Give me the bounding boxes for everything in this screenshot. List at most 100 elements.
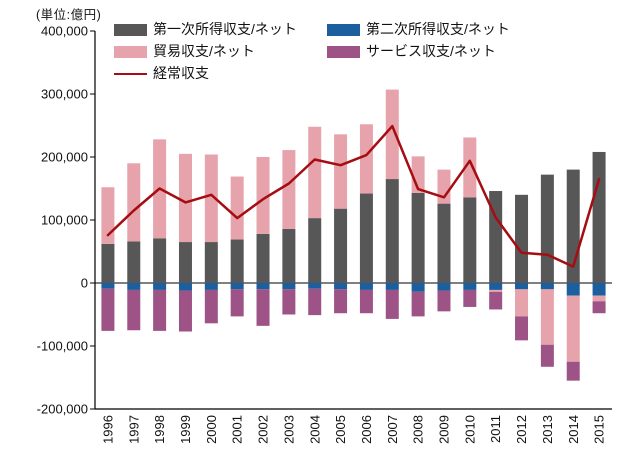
bar-segment bbox=[411, 283, 425, 292]
bar-segment bbox=[515, 194, 529, 283]
bar-segment bbox=[204, 289, 218, 324]
bar-segment bbox=[204, 283, 218, 290]
bar-segment bbox=[566, 361, 580, 381]
bar-segment bbox=[230, 239, 244, 283]
x-axis-year-label: 2002 bbox=[256, 415, 271, 444]
bar-segment bbox=[463, 197, 477, 283]
x-axis-year-label: 1999 bbox=[178, 415, 193, 444]
y-axis-tick-label: 300,000 bbox=[41, 87, 88, 102]
bar-segment bbox=[463, 137, 477, 198]
bar-segment bbox=[385, 89, 399, 180]
bar-segment bbox=[515, 283, 529, 290]
bar-segment bbox=[540, 174, 554, 283]
bar-segment bbox=[515, 289, 529, 317]
bar-segment bbox=[566, 283, 580, 296]
bar-segment bbox=[204, 242, 218, 283]
x-axis-year-label: 2007 bbox=[385, 415, 400, 444]
bar-segment bbox=[308, 288, 322, 316]
bar-segment bbox=[359, 124, 373, 194]
bar-segment bbox=[308, 283, 322, 289]
bar-segment bbox=[282, 150, 296, 229]
legend-line-swatch bbox=[114, 72, 147, 75]
bar-segment bbox=[592, 301, 606, 314]
bar-segment bbox=[411, 291, 425, 317]
y-axis-tick-label: -100,000 bbox=[37, 339, 88, 354]
x-axis-year-label: 2010 bbox=[462, 415, 477, 444]
bar-segment bbox=[437, 290, 451, 312]
bar-segment bbox=[230, 283, 244, 290]
bar-segment bbox=[153, 238, 167, 283]
legend-box-swatch bbox=[114, 45, 147, 58]
bar-segment bbox=[282, 289, 296, 315]
bar-segment bbox=[101, 283, 115, 289]
bar-segment bbox=[101, 187, 115, 244]
bar-segment bbox=[334, 283, 348, 290]
bar-segment bbox=[256, 233, 270, 283]
legend-label: 第一次所得収支/ネット bbox=[153, 21, 297, 37]
bar-segment bbox=[204, 154, 218, 243]
bar-segment bbox=[411, 192, 425, 283]
x-axis-year-label: 1997 bbox=[126, 415, 141, 444]
legend-item-3: 貿易収支/ネット bbox=[114, 44, 327, 59]
bar-segment bbox=[101, 243, 115, 283]
bar-segment bbox=[230, 289, 244, 317]
x-axis-year-label: 2005 bbox=[333, 415, 348, 444]
x-axis-year-label: 2004 bbox=[307, 415, 322, 444]
bar-segment bbox=[515, 316, 529, 341]
bar-segment bbox=[256, 157, 270, 234]
x-axis-year-label: 2011 bbox=[488, 415, 503, 443]
x-axis-year-label: 2012 bbox=[514, 415, 529, 444]
bar-segment bbox=[334, 134, 348, 209]
y-axis-tick-label: 200,000 bbox=[41, 150, 88, 165]
bar-segment bbox=[153, 289, 167, 331]
y-axis-tick-label: 100,000 bbox=[41, 213, 88, 228]
x-axis-year-label: 1998 bbox=[152, 415, 167, 444]
bar-segment bbox=[566, 295, 580, 362]
bar-segment bbox=[230, 176, 244, 240]
bar-segment bbox=[592, 283, 606, 296]
legend-label: 貿易収支/ネット bbox=[153, 43, 255, 59]
bar-segment bbox=[489, 291, 503, 310]
legend-item-4: サービス収支/ネット bbox=[327, 44, 510, 59]
x-axis-year-label: 2003 bbox=[281, 415, 296, 444]
legend-label: サービス収支/ネット bbox=[366, 43, 496, 59]
legend-item-5: 経常収支 bbox=[114, 66, 327, 81]
bar-segment bbox=[334, 289, 348, 314]
bar-segment bbox=[359, 283, 373, 290]
bar-segment bbox=[463, 289, 477, 307]
bar-segment bbox=[282, 228, 296, 283]
x-axis-year-label: 1996 bbox=[100, 415, 115, 444]
x-axis-year-label: 2001 bbox=[230, 415, 245, 444]
unit-label: (単位:億円) bbox=[36, 8, 102, 22]
legend-label: 第二次所得収支/ネット bbox=[366, 21, 510, 37]
x-axis-year-label: 2013 bbox=[540, 415, 555, 444]
legend-label: 経常収支 bbox=[153, 65, 209, 81]
bar-segment bbox=[127, 283, 141, 290]
bar-segment bbox=[101, 288, 115, 331]
bar-segment bbox=[540, 283, 554, 290]
bar-segment bbox=[592, 151, 606, 283]
y-axis-tick-label: 400,000 bbox=[41, 24, 88, 39]
legend-item-1: 第一次所得収支/ネット bbox=[114, 22, 327, 37]
x-axis-year-label: 2009 bbox=[437, 415, 452, 444]
legend-box-swatch bbox=[327, 45, 360, 58]
x-axis-year-label: 2006 bbox=[359, 415, 374, 444]
bar-segment bbox=[489, 289, 503, 292]
x-axis-year-label: 2014 bbox=[566, 415, 581, 444]
bar-segment bbox=[282, 283, 296, 290]
bar-segment bbox=[127, 289, 141, 331]
bar-segment bbox=[359, 289, 373, 314]
bar-segment bbox=[178, 283, 192, 291]
bar-segment bbox=[308, 218, 322, 283]
bar-segment bbox=[334, 208, 348, 283]
bar-segment bbox=[540, 344, 554, 367]
x-axis-year-label: 2008 bbox=[411, 415, 426, 444]
chart-legend: 第一次所得収支/ネット 第二次所得収支/ネット貿易収支/ネット サービス収支/ネット… bbox=[114, 22, 510, 81]
bar-segment bbox=[437, 203, 451, 283]
legend-box-swatch bbox=[114, 23, 147, 36]
x-axis-year-label: 2000 bbox=[204, 415, 219, 444]
bar-segment bbox=[127, 163, 141, 242]
bar-segment bbox=[489, 191, 503, 283]
